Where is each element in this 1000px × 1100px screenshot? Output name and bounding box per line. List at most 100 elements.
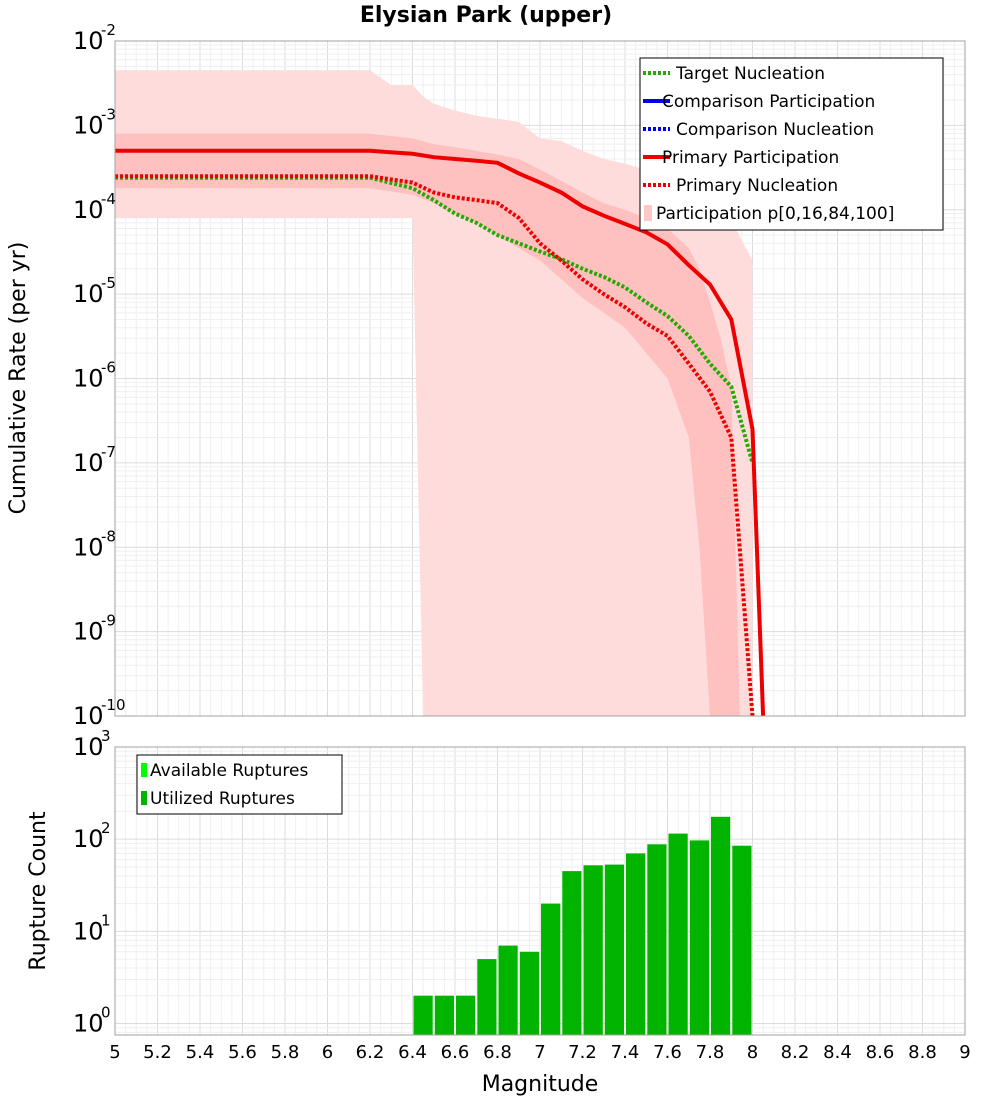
y-tick-exp: -2	[101, 21, 116, 39]
y-tick-label: 101	[73, 911, 111, 945]
y-tick-exp: 3	[101, 727, 111, 745]
y-tick-base: 10	[73, 27, 104, 55]
x-tick-label: 5.2	[143, 1042, 172, 1063]
x-tick-label: 9	[959, 1042, 970, 1063]
series-primary-participation	[115, 148, 766, 717]
legend-box	[639, 57, 944, 231]
rupture-bars	[413, 816, 752, 1035]
y-tick-label: 10-5	[73, 274, 116, 308]
y-tick-label: 10-8	[73, 527, 116, 561]
bar	[541, 903, 561, 1035]
bar	[413, 995, 433, 1035]
x-tick-label: 6.4	[398, 1042, 427, 1063]
x-tick-label: 5.6	[228, 1042, 257, 1063]
x-tick-label: 7.4	[611, 1042, 640, 1063]
x-tick-label: 6.8	[483, 1042, 512, 1063]
y-tick-exp: -9	[101, 612, 116, 630]
x-tick-label: 6.2	[356, 1042, 385, 1063]
legend-box	[136, 754, 343, 815]
y-tick-base: 10	[73, 702, 104, 730]
bar	[562, 871, 582, 1035]
bar	[434, 995, 454, 1035]
bar	[498, 945, 518, 1035]
x-tick-label: 6	[322, 1042, 333, 1063]
bar	[668, 833, 688, 1035]
y-tick-base: 10	[73, 825, 104, 853]
y-tick-label: 10-4	[73, 190, 116, 224]
legend-label: Target Nucleation	[675, 64, 825, 84]
x-tick-label: 8.2	[781, 1042, 810, 1063]
y-tick-exp: -8	[101, 527, 116, 545]
x-tick-label: 8.4	[823, 1042, 852, 1063]
x-tick-label: 7.6	[653, 1042, 682, 1063]
y-tick-label: 10-7	[73, 443, 116, 477]
bar	[604, 864, 624, 1035]
y-tick-base: 10	[73, 196, 104, 224]
bar	[477, 959, 497, 1035]
y-tick-base: 10	[73, 917, 104, 945]
legend-label: Utilized Ruptures	[150, 789, 295, 809]
x-tick-label: 8.8	[908, 1042, 937, 1063]
y-tick-exp: 1	[101, 911, 111, 929]
y-tick-exp: 0	[101, 1003, 111, 1021]
x-ticks: 5 5.2 5.4 5.6 5.8 6 6.2 6.4 6.6 6.8 7 7.2 7.4 7.6 7.8 8…	[109, 1042, 970, 1063]
bottom-legend: Available Ruptures Utilized Ruptures	[136, 754, 343, 815]
legend-item: Primary Participation	[643, 148, 839, 168]
y-tick-base: 10	[73, 111, 104, 139]
x-tick-label: 7	[534, 1042, 545, 1063]
y-tick-label: 10-2	[73, 21, 116, 55]
x-tick-label: 5.4	[186, 1042, 215, 1063]
x-tick-label: 5	[109, 1042, 120, 1063]
y-tick-label: 103	[73, 727, 111, 761]
bar	[689, 840, 710, 1035]
bar	[519, 951, 540, 1035]
x-tick-label: 5.8	[271, 1042, 300, 1063]
legend-swatch	[644, 205, 652, 221]
bottom-plot-frame	[114, 746, 966, 1036]
x-tick-label: 7.2	[568, 1042, 597, 1063]
y-tick-exp: -3	[101, 105, 116, 123]
bar	[647, 844, 667, 1035]
legend-label: Comparison Participation	[662, 92, 875, 112]
chart-title: Elysian Park (upper)	[360, 3, 612, 28]
bottom-y-axis-title: Rupture Count	[26, 811, 51, 971]
rate-lines	[115, 148, 766, 717]
y-tick-exp: -5	[101, 274, 116, 292]
bar	[626, 853, 646, 1035]
legend-swatch	[141, 763, 147, 777]
legend-swatch	[141, 791, 147, 805]
legend-item: Comparison Participation	[643, 92, 875, 112]
x-axis-title: Magnitude	[482, 1072, 599, 1097]
legend-item: Available Ruptures	[141, 761, 308, 781]
y-tick-label: 10-3	[73, 105, 116, 139]
legend-item: Target Nucleation	[643, 64, 825, 84]
y-tick-label: 10-6	[73, 359, 116, 393]
y-tick-base: 10	[73, 533, 104, 561]
y-tick-exp: -4	[101, 190, 116, 208]
y-tick-base: 10	[73, 1009, 104, 1037]
top-y-axis-title: Cumulative Rate (per yr)	[6, 242, 31, 515]
series-primary-nucleation	[115, 174, 755, 717]
legend-label: Primary Nucleation	[676, 176, 838, 196]
y-tick-base: 10	[73, 618, 104, 646]
x-tick-label: 7.8	[696, 1042, 725, 1063]
legend-label: Participation p[0,16,84,100]	[656, 204, 894, 224]
bar	[583, 865, 603, 1035]
legend-label: Primary Participation	[662, 148, 839, 168]
bar	[456, 995, 476, 1035]
legend-label: Available Ruptures	[150, 761, 308, 781]
y-tick-exp: 2	[101, 819, 111, 837]
top-plot-frame	[114, 40, 966, 717]
y-tick-base: 10	[73, 733, 104, 761]
x-tick-label: 6.6	[441, 1042, 470, 1063]
legend-item: Participation p[0,16,84,100]	[644, 204, 894, 224]
y-tick-base: 10	[73, 365, 104, 393]
x-tick-label: 8	[747, 1042, 758, 1063]
y-tick-base: 10	[73, 280, 104, 308]
y-tick-exp: -6	[101, 359, 116, 377]
